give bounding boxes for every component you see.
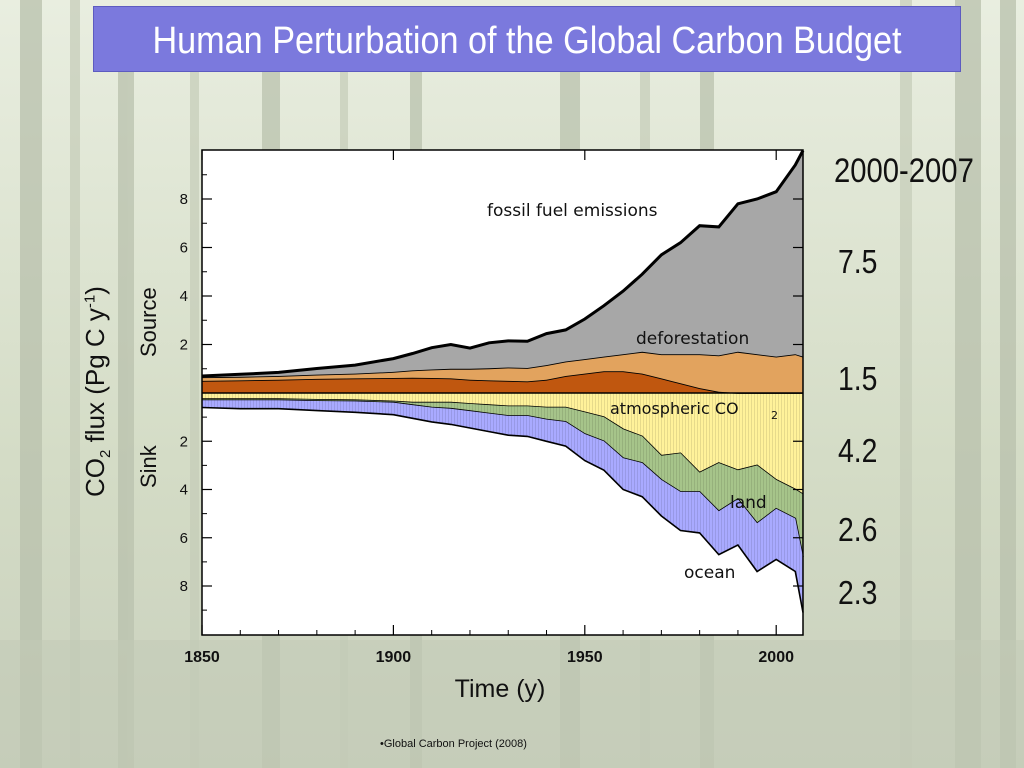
label-atmospheric-co2: atmospheric CO: [610, 399, 739, 418]
label-fossil-fuel: fossil fuel emissions: [487, 201, 658, 221]
ocean-line: [201, 406, 804, 613]
atmospheric-co2-hatch: [202, 393, 803, 495]
title-banner: Human Perturbation of the Global Carbon …: [93, 6, 961, 72]
y-tick-label-sink: 2: [180, 433, 188, 450]
value-atmosphere: 4.2: [838, 432, 878, 469]
period-label: 2000-2007: [834, 152, 974, 190]
y-tick-label-sink: 6: [180, 530, 188, 547]
ocean-hatch: [202, 400, 803, 613]
source-credit: •Global Carbon Project (2008): [380, 738, 527, 750]
axes-layer: 2 4 6 8 2 4 6 8 1850 1900 1950 2000 Time (y): [180, 149, 804, 703]
y-tick-label-source: 4: [180, 288, 188, 305]
x-axis-title: Time (y): [455, 675, 546, 703]
sinks-layer: [201, 393, 804, 613]
annotations-layer: fossil fuel emissions deforestation atmosp…: [487, 201, 778, 583]
deforestation-area: [202, 351, 803, 393]
source-label: Source: [136, 287, 161, 357]
label-ocean: ocean: [684, 563, 735, 583]
label-deforestation: deforestation: [636, 329, 749, 349]
x-tick-label: 2000: [758, 649, 794, 666]
x-tick-label: 1950: [567, 649, 603, 666]
value-land: 2.6: [838, 511, 878, 548]
sink-label: Sink: [136, 445, 161, 488]
fossil-fuel-emissions-line: [201, 149, 805, 378]
value-ocean: 2.3: [838, 574, 878, 611]
label-land: land: [730, 493, 767, 513]
y-tick-label-source: 8: [180, 191, 188, 208]
y-tick-label-sink: 8: [180, 578, 188, 595]
slide-title: Human Perturbation of the Global Carbon …: [152, 20, 902, 62]
y-tick-label-sink: 4: [180, 482, 188, 499]
value-fossil: 7.5: [838, 243, 878, 280]
value-deforestation: 1.5: [838, 360, 878, 397]
y-tick-label-source: 2: [180, 337, 188, 354]
fossil-fuel-emissions-area: [202, 150, 803, 378]
y-axis-title: CO2 flux (Pg C y-1): [80, 286, 115, 497]
label-atmospheric-co2-sub: 2: [771, 409, 778, 422]
x-tick-label: 1850: [184, 649, 220, 666]
x-tick-label: 1900: [376, 649, 412, 666]
y-tick-label-source: 6: [180, 240, 188, 257]
land-hatch: [202, 399, 803, 557]
